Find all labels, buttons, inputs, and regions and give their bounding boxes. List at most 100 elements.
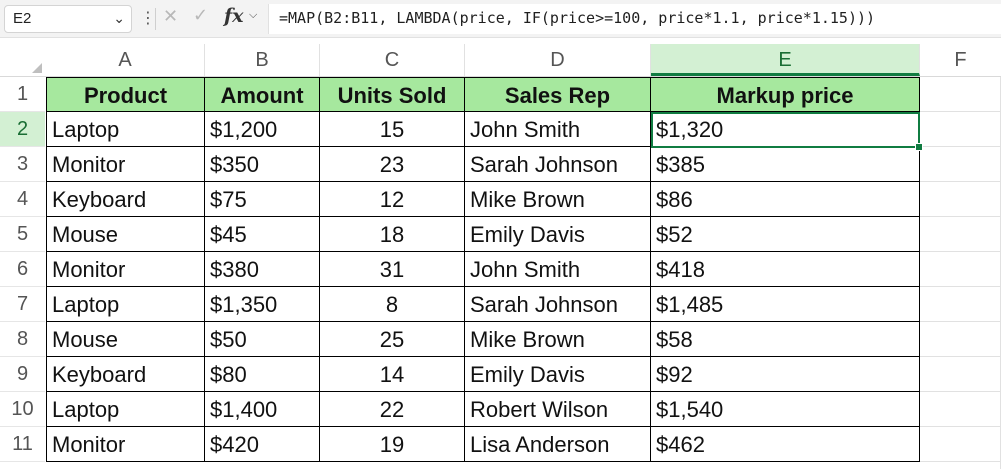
header-cell-markup-price[interactable]: Markup price — [651, 77, 920, 112]
name-box-value: E2 — [13, 10, 32, 27]
cell-empty[interactable] — [920, 357, 1001, 392]
column-header-c[interactable]: C — [320, 44, 465, 76]
cell-empty[interactable] — [920, 287, 1001, 322]
fill-handle[interactable] — [915, 143, 923, 151]
cell-amount[interactable]: $380 — [205, 252, 320, 287]
cell-markup-price[interactable]: $418 — [651, 252, 920, 287]
cell-amount[interactable]: $80 — [205, 357, 320, 392]
cell-markup-price[interactable]: $1,485 — [651, 287, 920, 322]
cell-amount[interactable]: $1,200 — [205, 112, 320, 147]
header-cell-amount[interactable]: Amount — [205, 77, 320, 112]
cell-empty[interactable] — [920, 112, 1001, 147]
cell-empty[interactable] — [920, 392, 1001, 427]
header-cell-product[interactable]: Product — [46, 77, 205, 112]
cell-sales-rep[interactable]: Lisa Anderson — [465, 427, 651, 462]
cell-markup-price[interactable]: $92 — [651, 357, 920, 392]
cell-sales-rep[interactable]: John Smith — [465, 252, 651, 287]
cell-sales-rep[interactable]: Sarah Johnson — [465, 147, 651, 182]
cell-units-sold[interactable]: 22 — [320, 392, 465, 427]
cell-markup-price[interactable]: $462 — [651, 427, 920, 462]
column-header-e[interactable]: E — [651, 44, 920, 76]
cell-empty[interactable] — [920, 322, 1001, 357]
cell-markup-price[interactable]: $385 — [651, 147, 920, 182]
cell-sales-rep[interactable]: Emily Davis — [465, 217, 651, 252]
cell-product[interactable]: Monitor — [46, 147, 205, 182]
cell-units-sold[interactable]: 31 — [320, 252, 465, 287]
cell-markup-price[interactable]: $52 — [651, 217, 920, 252]
cell-product[interactable]: Monitor — [46, 252, 205, 287]
row-header-3[interactable]: 3 — [0, 147, 45, 182]
column-header-d[interactable]: D — [465, 44, 651, 76]
header-cell-units-sold[interactable]: Units Sold — [320, 77, 465, 112]
cell-product[interactable]: Keyboard — [46, 357, 205, 392]
cell-amount[interactable]: $1,350 — [205, 287, 320, 322]
cell-markup-price[interactable]: $1,320 — [651, 112, 920, 147]
cell-sales-rep[interactable]: Mike Brown — [465, 322, 651, 357]
row-header-7[interactable]: 7 — [0, 287, 45, 322]
cell-units-sold[interactable]: 23 — [320, 147, 465, 182]
cell-units-sold[interactable]: 14 — [320, 357, 465, 392]
row-header-10[interactable]: 10 — [0, 392, 45, 427]
cell-amount[interactable]: $50 — [205, 322, 320, 357]
column-header-a[interactable]: A — [46, 44, 205, 76]
enter-icon[interactable]: ✓ — [193, 5, 209, 25]
select-all-button[interactable] — [0, 44, 45, 76]
cell-units-sold[interactable]: 15 — [320, 112, 465, 147]
cell-empty[interactable] — [920, 182, 1001, 217]
cell-units-sold[interactable]: 25 — [320, 322, 465, 357]
cell-sales-rep[interactable]: Mike Brown — [465, 182, 651, 217]
cancel-icon[interactable]: ✕ — [163, 6, 179, 26]
cell-product[interactable]: Mouse — [46, 217, 205, 252]
cell-amount[interactable]: $350 — [205, 147, 320, 182]
cell-amount[interactable]: $420 — [205, 427, 320, 462]
row-header-9[interactable]: 9 — [0, 357, 45, 392]
row-header-4[interactable]: 4 — [0, 182, 45, 217]
name-box[interactable]: E2 ⌄ — [4, 5, 132, 33]
row-header-11[interactable]: 11 — [0, 427, 45, 462]
cell-empty[interactable] — [920, 252, 1001, 287]
cell-sales-rep[interactable]: John Smith — [465, 112, 651, 147]
row-header-5[interactable]: 5 — [0, 217, 45, 252]
cell-product[interactable]: Laptop — [46, 112, 205, 147]
select-all-icon — [32, 63, 42, 73]
column-header-b[interactable]: B — [205, 44, 320, 76]
formula-input[interactable]: =MAP(B2:B11, LAMBDA(price, IF(price>=100… — [268, 4, 1001, 34]
row-header-6[interactable]: 6 — [0, 252, 45, 287]
cell-product[interactable]: Laptop — [46, 287, 205, 322]
insert-function-icon[interactable]: fx — [224, 5, 244, 27]
header-cell-sales-rep[interactable]: Sales Rep — [465, 77, 651, 112]
chevron-down-icon[interactable]: ⌄ — [113, 10, 125, 26]
row-header-1[interactable]: 1 — [0, 77, 45, 112]
cell-amount[interactable]: $45 — [205, 217, 320, 252]
row-header-2[interactable]: 2 — [0, 112, 45, 147]
cell-product[interactable]: Mouse — [46, 322, 205, 357]
column-header-row: A B C D E F — [0, 44, 1001, 77]
cell-markup-price[interactable]: $86 — [651, 182, 920, 217]
cell-amount[interactable]: $75 — [205, 182, 320, 217]
cell-empty[interactable] — [920, 77, 1001, 112]
cell-sales-rep[interactable]: Sarah Johnson — [465, 287, 651, 322]
cell-empty[interactable] — [920, 217, 1001, 252]
function-chevron-icon[interactable]: ⌵ — [249, 9, 258, 21]
formula-text: =MAP(B2:B11, LAMBDA(price, IF(price>=100… — [279, 9, 876, 27]
cell-empty[interactable] — [920, 427, 1001, 462]
formula-bar: E2 ⌄ ⋮ ✕ ✓ fx ⌵ =MAP(B2:B11, LAMBDA(pric… — [0, 0, 1001, 38]
cell-product[interactable]: Monitor — [46, 427, 205, 462]
more-options-icon[interactable]: ⋮ — [140, 10, 156, 27]
cell-sales-rep[interactable]: Emily Davis — [465, 357, 651, 392]
cell-units-sold[interactable]: 18 — [320, 217, 465, 252]
cell-amount[interactable]: $1,400 — [205, 392, 320, 427]
cell-product[interactable]: Keyboard — [46, 182, 205, 217]
cell-markup-price[interactable]: $1,540 — [651, 392, 920, 427]
cell-units-sold[interactable]: 12 — [320, 182, 465, 217]
cell-empty[interactable] — [920, 147, 1001, 182]
row-header-8[interactable]: 8 — [0, 322, 45, 357]
cell-sales-rep[interactable]: Robert Wilson — [465, 392, 651, 427]
formula-bar-divider — [155, 8, 156, 30]
column-header-f[interactable]: F — [954, 49, 967, 71]
cell-markup-price[interactable]: $58 — [651, 322, 920, 357]
cell-product[interactable]: Laptop — [46, 392, 205, 427]
cell-units-sold[interactable]: 19 — [320, 427, 465, 462]
cell-units-sold[interactable]: 8 — [320, 287, 465, 322]
